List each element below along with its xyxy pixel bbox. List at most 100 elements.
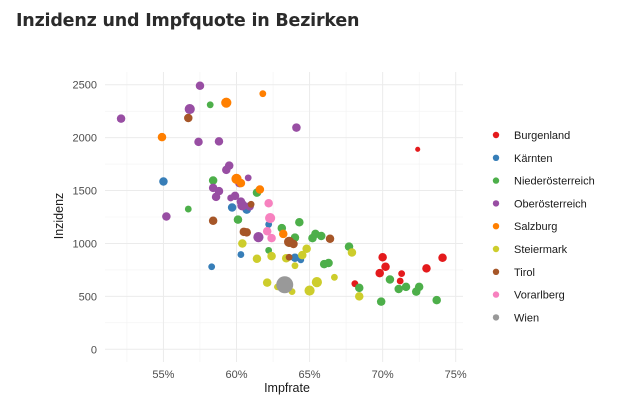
data-point [211, 192, 221, 202]
x-axis-label: Impfrate [264, 381, 310, 395]
data-point [206, 101, 214, 109]
data-point [295, 218, 304, 227]
data-point [378, 252, 387, 262]
legend-key [492, 177, 500, 184]
data-point [208, 176, 218, 185]
data-point [195, 81, 205, 91]
y-tick-label: 1000 [73, 238, 97, 250]
data-point [237, 200, 248, 211]
data-point [324, 258, 333, 268]
legend-label: Kärnten [514, 153, 553, 165]
data-point [208, 263, 216, 271]
x-tick-label: 70% [372, 369, 394, 381]
legend-key [492, 154, 500, 161]
legend-key [492, 223, 500, 230]
data-point [184, 205, 192, 213]
data-point [159, 177, 168, 186]
data-point [214, 137, 224, 146]
data-point [291, 262, 299, 270]
legend-key [492, 200, 500, 207]
data-point [298, 250, 307, 260]
y-tick-label: 1500 [73, 186, 97, 198]
y-tick-label: 0 [91, 344, 97, 356]
x-axis-ticks: 55% 60% 65% 70% 75% [152, 369, 466, 381]
legend-label: Vorarlberg [514, 290, 565, 302]
data-point [325, 234, 335, 243]
data-point [394, 284, 403, 294]
data-point [381, 262, 390, 271]
legend-key [492, 245, 500, 253]
data-point [267, 233, 276, 243]
data-point [432, 295, 441, 305]
data-point [355, 292, 364, 301]
data-point [290, 253, 300, 262]
y-axis-ticks: 0 500 1000 1500 2000 2500 [73, 80, 97, 357]
y-axis-label: Inzidenz [52, 193, 66, 240]
x-tick-label: 75% [445, 369, 467, 381]
legend-key [492, 314, 500, 321]
data-point [227, 203, 237, 212]
data-point [262, 278, 272, 287]
x-tick-label: 60% [225, 369, 247, 381]
legend-key [492, 268, 500, 275]
data-point [264, 198, 273, 208]
data-point [116, 114, 126, 123]
legend-label: Niederösterreich [514, 176, 595, 188]
legend-label: Oberösterreich [514, 198, 587, 210]
data-point [267, 251, 276, 261]
chart-title: Inzidenz und Impfquote in Bezirken [16, 11, 360, 31]
legend-key [492, 131, 500, 139]
data-point [292, 123, 301, 132]
legend: Burgenland Kärnten Niederösterreich Oberöst… [492, 130, 595, 324]
data-point [347, 248, 357, 257]
data-point [244, 174, 252, 182]
data-point [331, 273, 338, 281]
data-point [304, 285, 315, 296]
data-point [355, 283, 364, 293]
legend-label: Wien [514, 312, 539, 324]
data-point [385, 275, 395, 284]
data-point [396, 277, 404, 285]
data-point [265, 212, 276, 224]
data-point [414, 282, 424, 292]
data-point [184, 113, 193, 123]
data-point [194, 137, 203, 147]
data-point [415, 146, 421, 152]
legend-key [492, 291, 500, 298]
data-point [236, 178, 246, 188]
data-point [253, 232, 264, 243]
data-point [259, 90, 267, 98]
x-tick-label: 55% [152, 369, 174, 381]
data-point [438, 253, 447, 262]
data-point [265, 246, 273, 254]
data-point [227, 194, 235, 202]
data-point [238, 239, 247, 248]
data-point [221, 97, 232, 108]
grid [105, 72, 463, 362]
data-point [375, 268, 384, 278]
legend-label: Salzburg [514, 221, 557, 233]
data-point [242, 228, 251, 237]
x-tick-label: 65% [299, 369, 321, 381]
data-point [237, 251, 245, 258]
y-tick-label: 2000 [73, 133, 97, 145]
data-point [262, 227, 272, 236]
data-points [116, 81, 447, 306]
data-point [157, 132, 167, 142]
data-point [289, 239, 298, 249]
data-point [422, 264, 431, 273]
data-point [276, 276, 294, 294]
data-point [162, 212, 171, 221]
legend-label: Tirol [514, 267, 535, 279]
data-point [255, 185, 265, 194]
data-point [184, 103, 195, 115]
y-tick-label: 500 [79, 291, 97, 303]
y-tick-label: 2500 [73, 80, 97, 92]
data-point [398, 270, 406, 278]
data-point [252, 254, 262, 264]
data-point [311, 276, 322, 288]
data-point [247, 200, 255, 208]
data-point [401, 282, 411, 292]
data-point [279, 229, 288, 239]
